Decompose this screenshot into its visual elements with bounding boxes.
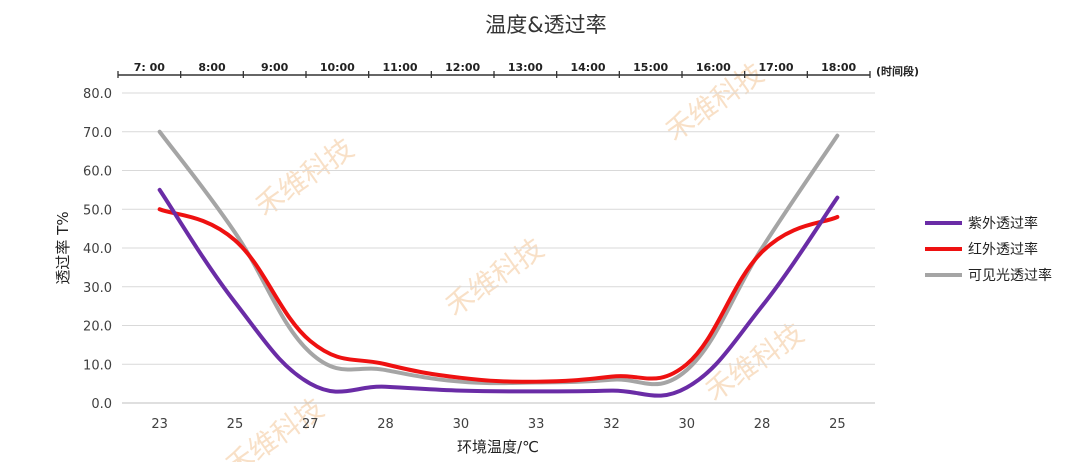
time-label: 9:00 (261, 61, 289, 74)
x-tick-label: 27 (302, 417, 319, 432)
top-time-axis: 7: 00 8:00 9:00 10:00 11:00 12:00 13:00 14:00 15… (117, 61, 919, 78)
y-tick-label: 80.0 (83, 87, 112, 102)
time-unit-label: (时间段) (876, 64, 919, 78)
x-tick-label: 23 (151, 417, 168, 432)
x-tick-label: 25 (829, 417, 846, 432)
series-lines (157, 129, 840, 398)
series-line-3 (157, 129, 840, 387)
y-tick-label: 0.0 (91, 397, 112, 412)
y-tick-label: 20.0 (83, 320, 112, 335)
watermark-text: 禾维科技 (439, 232, 550, 323)
time-label: 15:00 (633, 61, 668, 74)
y-tick-label: 10.0 (83, 358, 112, 373)
legend-label: 紫外透过率 (968, 215, 1038, 232)
x-tick-label: 25 (227, 417, 244, 432)
y-tick-label: 40.0 (83, 242, 112, 257)
time-label: 11:00 (382, 61, 417, 74)
x-tick-label: 30 (678, 417, 695, 432)
x-tick-label: 28 (377, 417, 394, 432)
y-tick-label: 60.0 (83, 165, 112, 180)
y-tick-label: 30.0 (83, 281, 112, 296)
gridlines (122, 92, 875, 404)
x-tick-label: 32 (603, 417, 620, 432)
time-label: 14:00 (570, 61, 605, 74)
series-line-1 (157, 187, 840, 398)
y-axis-title: 透过率 T% (54, 211, 72, 284)
time-label: 8:00 (198, 61, 226, 74)
x-tick-label: 28 (754, 417, 771, 432)
chart-title: 温度&透过率 (485, 13, 606, 37)
x-tick-label: 30 (453, 417, 470, 432)
time-label: 10:00 (320, 61, 355, 74)
time-label: 7: 00 (134, 61, 166, 74)
x-tick-label: 33 (528, 417, 545, 432)
legend-label: 红外透过率 (968, 241, 1038, 258)
legend-label: 可见光透过率 (968, 267, 1052, 284)
y-tick-label: 70.0 (83, 126, 112, 141)
series-line-2 (157, 207, 840, 384)
time-label: 12:00 (445, 61, 480, 74)
y-tick-label: 50.0 (83, 203, 112, 218)
time-label: 13:00 (508, 61, 543, 74)
time-label: 18:00 (821, 61, 856, 74)
y-axis: 0.0 10.0 20.0 30.0 40.0 50.0 60.0 70.0 80.0 (83, 87, 112, 412)
time-label: 16:00 (696, 61, 731, 74)
x-axis: 23 25 27 28 30 33 32 30 28 25 (151, 417, 845, 432)
time-label: 17:00 (758, 61, 793, 74)
x-axis-title: 环境温度/℃ (457, 438, 539, 456)
